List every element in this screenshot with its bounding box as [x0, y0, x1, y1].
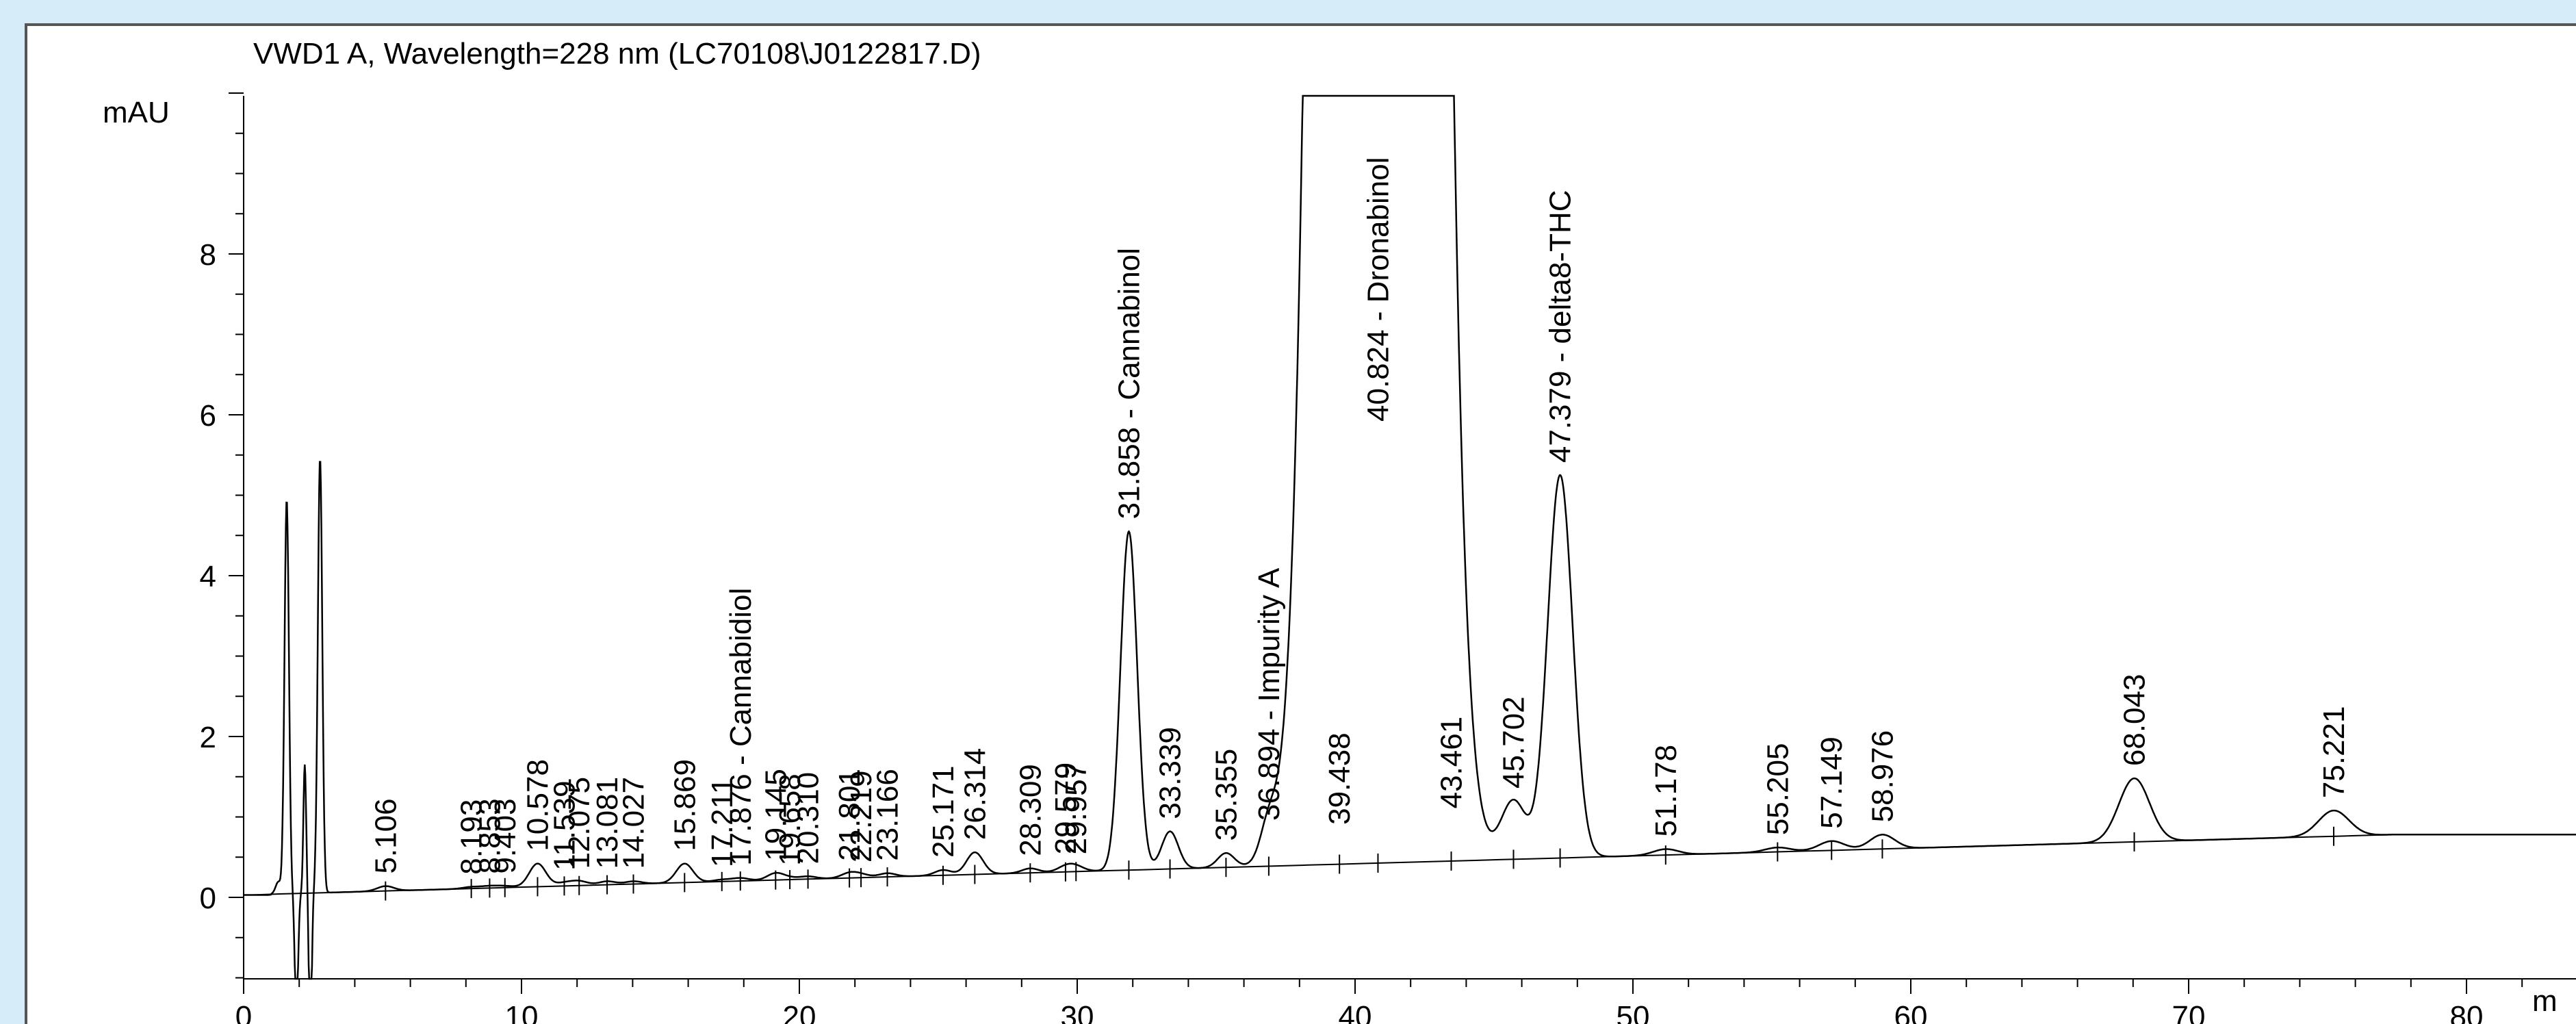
peak-label: 55.205	[1761, 743, 1794, 836]
peak-label: 31.858 - Cannabinol	[1112, 248, 1146, 519]
peak-label: 19.145	[759, 769, 793, 861]
y-tick-label: 8	[200, 238, 216, 272]
peak-label: 17.876 - Cannabidiol	[724, 588, 758, 866]
peak-label: 25.171	[927, 765, 960, 858]
peak-label: 8.193	[455, 799, 489, 875]
peak-label: 14.027	[617, 777, 650, 869]
y-axis-label: mAU	[103, 96, 170, 129]
peak-labels: 5.106 8.1938.8539.40310.57811.53912.07513…	[369, 157, 2351, 901]
peak-label: 15.869	[668, 759, 701, 852]
peak-label: 45.702	[1497, 696, 1531, 789]
x-tick-label: 10	[505, 1000, 539, 1024]
peak-label: 47.379 - delta8-THC	[1544, 190, 1577, 463]
peak-label: 22.219	[845, 771, 878, 863]
peak-label: 12.075	[563, 777, 596, 869]
peak-label: 29.957	[1059, 763, 1093, 855]
x-tick-label: 40	[1339, 1000, 1372, 1024]
peak-label: 11.539	[548, 781, 581, 871]
x-axis-label: m	[2532, 984, 2558, 1018]
y-tick-label: 6	[200, 399, 216, 433]
chart-title: VWD1 A, Wavelength=228 nm (LC70108\J0122…	[253, 37, 981, 71]
y-tick-label: 0	[200, 882, 216, 915]
peak-label: 39.438	[1323, 732, 1356, 825]
peak-label: 57.149	[1815, 737, 1849, 829]
y-tick-label: 2	[200, 721, 216, 754]
peak-label: 75.221	[2317, 706, 2351, 799]
x-tick-label: 50	[1617, 1000, 1650, 1024]
peak-label: 10.578	[521, 759, 554, 852]
signal-trace	[244, 94, 2576, 980]
peak-label: 21.801	[833, 769, 866, 861]
peak-label: 58.976	[1866, 730, 1899, 823]
peak-label: 29.579	[1049, 763, 1083, 855]
peak-label: 26.314	[958, 748, 992, 841]
x-tick-label: 30	[1061, 1000, 1094, 1024]
peak-label: 19.658	[773, 773, 807, 866]
peak-label: 8.853	[473, 798, 506, 873]
peak-label: 20.310	[792, 772, 825, 865]
y-tick-label: 4	[200, 560, 216, 593]
peak-label: 23.166	[871, 769, 905, 861]
peak-label: 17.211	[706, 778, 739, 867]
peak-label: 51.178	[1649, 745, 1683, 837]
peak-label: 68.043	[2118, 674, 2152, 767]
peak-label: 35.355	[1209, 749, 1243, 841]
x-tick-label: 80	[2450, 1000, 2484, 1024]
x-tick-label: 20	[783, 1000, 816, 1024]
x-tick-label: 60	[1894, 1000, 1928, 1024]
peak-label: 5.106	[369, 798, 402, 873]
x-tick-label: 70	[2172, 1000, 2206, 1024]
peak-label: 13.081	[591, 777, 624, 869]
peak-label: 43.461	[1435, 717, 1469, 809]
peak-label: 33.339	[1154, 727, 1187, 819]
trace-group	[244, 94, 2576, 980]
peak-label: 36.894 - Impurity A	[1252, 567, 1286, 821]
peak-label: 40.824 - Dronabinol	[1361, 157, 1395, 422]
peak-label: 28.309	[1014, 764, 1047, 856]
peak-label: 9.403	[489, 798, 522, 873]
x-tick-label: 0	[235, 1000, 252, 1024]
